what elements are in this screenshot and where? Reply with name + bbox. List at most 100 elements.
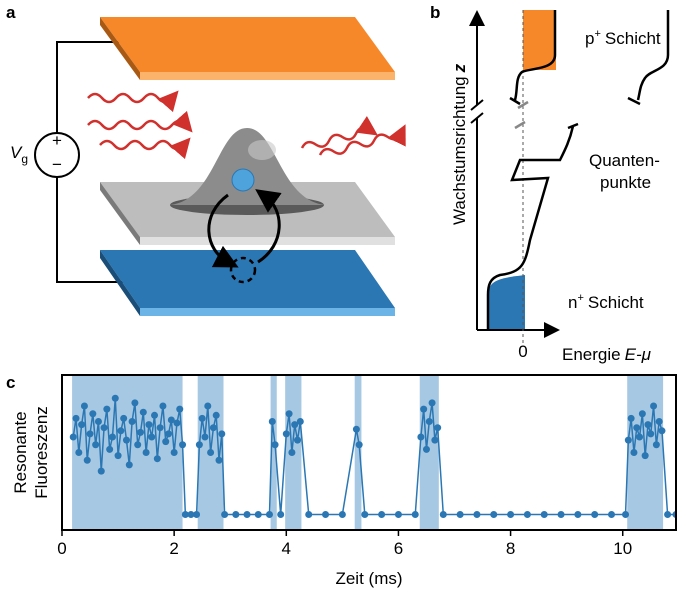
x-axis-word: Energie xyxy=(562,345,621,364)
data-point xyxy=(137,429,144,436)
data-point xyxy=(286,410,293,417)
data-point xyxy=(630,449,637,456)
data-point xyxy=(429,399,436,406)
data-point xyxy=(216,457,223,464)
data-point xyxy=(120,415,127,422)
y-axis-label: Resonante xyxy=(11,411,30,493)
data-point xyxy=(193,511,200,518)
data-point xyxy=(622,511,629,518)
x-tick-label: 4 xyxy=(282,539,291,558)
data-point xyxy=(255,511,262,518)
quantum-dot xyxy=(170,128,325,215)
data-point xyxy=(145,421,152,428)
data-point xyxy=(507,511,514,518)
data-point xyxy=(650,403,657,410)
data-point xyxy=(272,441,279,448)
data-point xyxy=(126,461,133,468)
data-point xyxy=(221,511,228,518)
data-point xyxy=(207,449,214,456)
x-axis-label: EnergieE-μ xyxy=(562,345,652,364)
data-point xyxy=(361,511,368,518)
panel-label: c xyxy=(6,373,15,392)
data-point xyxy=(633,424,640,431)
data-point xyxy=(639,410,646,417)
y-axis-label: Wachstumsrichtungz xyxy=(450,63,469,225)
data-point xyxy=(179,441,186,448)
voltage-sub: g xyxy=(21,152,28,166)
x-tick-label: 2 xyxy=(169,539,178,558)
data-point xyxy=(81,403,88,410)
data-point xyxy=(647,430,654,437)
data-point xyxy=(269,418,276,425)
n-band-fill xyxy=(488,275,525,330)
data-point xyxy=(426,418,433,425)
data-point xyxy=(656,418,663,425)
data-point xyxy=(78,421,85,428)
data-point xyxy=(117,427,124,434)
data-point xyxy=(658,427,665,434)
data-point xyxy=(210,424,217,431)
x-tick-label: 0 xyxy=(57,539,66,558)
data-point xyxy=(353,426,360,433)
data-point xyxy=(653,441,660,448)
data-point xyxy=(159,403,166,410)
data-point xyxy=(625,437,632,444)
data-point xyxy=(103,406,110,413)
data-point xyxy=(574,511,581,518)
data-point xyxy=(288,449,295,456)
y-axis-symbol: z xyxy=(450,63,469,73)
minus-sign: − xyxy=(52,155,62,174)
data-point xyxy=(434,424,441,431)
data-point xyxy=(490,511,497,518)
data-point xyxy=(283,430,290,437)
data-point xyxy=(134,441,141,448)
voltage-label: Vg xyxy=(10,143,28,166)
data-point xyxy=(378,511,385,518)
data-point xyxy=(297,418,304,425)
data-point xyxy=(171,449,178,456)
zero-label: 0 xyxy=(518,342,527,361)
panel-label: a xyxy=(6,3,16,22)
data-point xyxy=(644,421,651,428)
data-point xyxy=(131,399,138,406)
data-point xyxy=(339,511,346,518)
band-break xyxy=(515,102,528,128)
data-point xyxy=(664,511,671,518)
data-point xyxy=(154,455,161,462)
data-point xyxy=(115,452,122,459)
x-tick-label: 8 xyxy=(506,539,515,558)
data-point xyxy=(412,511,419,518)
p-sup: + xyxy=(594,28,600,40)
qd-label-1: Quanten- xyxy=(589,151,660,170)
p-letter: p xyxy=(585,29,594,48)
data-point xyxy=(176,406,183,413)
data-point xyxy=(232,511,239,518)
data-point xyxy=(89,410,96,417)
p-band-fill xyxy=(523,10,556,70)
data-point xyxy=(457,511,464,518)
data-point xyxy=(112,395,119,402)
panel-label: b xyxy=(430,3,440,22)
data-point xyxy=(123,437,130,444)
data-point xyxy=(558,511,565,518)
p-word: Schicht xyxy=(605,29,661,48)
n-layer-label: n+Schicht xyxy=(568,292,644,312)
data-point xyxy=(628,415,635,422)
y-axis-label: Fluoreszenz xyxy=(32,406,51,499)
qd-label-2: punkte xyxy=(600,173,651,192)
data-point xyxy=(199,415,206,422)
data-point xyxy=(165,430,172,437)
figure: a + − Vg xyxy=(0,0,677,592)
x-axis-label: Zeit (ms) xyxy=(335,569,402,588)
data-point xyxy=(642,452,649,459)
data-point xyxy=(305,511,312,518)
data-point xyxy=(440,511,447,518)
x-tick-label: 10 xyxy=(613,539,632,558)
data-point xyxy=(140,409,147,416)
bright-interval xyxy=(420,375,439,530)
data-point xyxy=(143,449,150,456)
data-point xyxy=(244,511,251,518)
data-point xyxy=(524,511,531,518)
data-point xyxy=(148,434,155,441)
